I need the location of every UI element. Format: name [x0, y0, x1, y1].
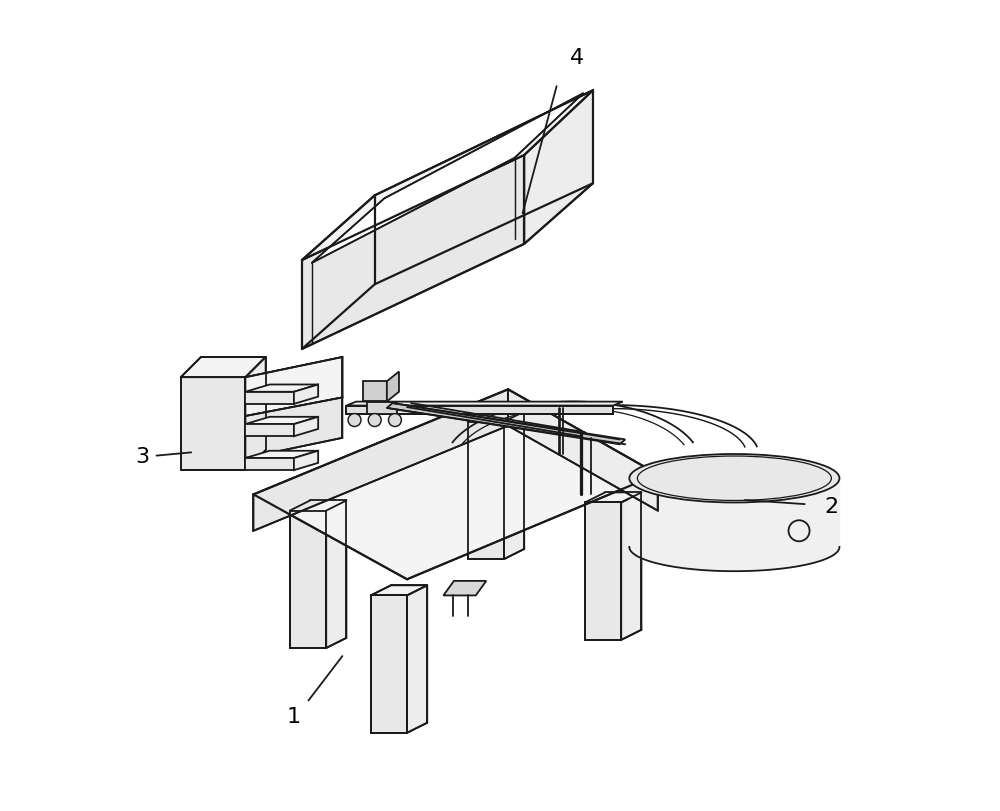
Polygon shape [443, 581, 486, 595]
Polygon shape [346, 406, 613, 414]
Polygon shape [245, 451, 318, 458]
Circle shape [368, 414, 381, 427]
Polygon shape [363, 381, 387, 401]
Polygon shape [326, 500, 346, 648]
Polygon shape [407, 586, 427, 733]
Polygon shape [294, 384, 318, 404]
Polygon shape [245, 397, 342, 458]
Polygon shape [245, 458, 294, 470]
Polygon shape [508, 389, 658, 511]
Polygon shape [181, 377, 245, 470]
Polygon shape [524, 90, 593, 244]
Text: 4: 4 [570, 48, 584, 68]
Text: 2: 2 [824, 496, 838, 517]
Polygon shape [346, 401, 623, 406]
Polygon shape [245, 392, 294, 404]
Ellipse shape [629, 454, 839, 503]
Polygon shape [302, 195, 375, 349]
Polygon shape [181, 357, 266, 377]
Polygon shape [302, 90, 593, 260]
Polygon shape [629, 454, 839, 571]
Polygon shape [504, 411, 524, 559]
Text: 1: 1 [287, 706, 301, 727]
Polygon shape [294, 417, 318, 436]
Polygon shape [253, 389, 658, 579]
Circle shape [348, 414, 361, 427]
Polygon shape [253, 389, 508, 530]
Polygon shape [585, 492, 641, 503]
Polygon shape [245, 406, 342, 416]
Polygon shape [375, 90, 593, 285]
Polygon shape [468, 422, 504, 559]
Polygon shape [245, 357, 266, 470]
Polygon shape [387, 403, 625, 444]
Text: 3: 3 [135, 447, 149, 467]
Polygon shape [371, 595, 407, 733]
Polygon shape [312, 93, 583, 263]
Polygon shape [387, 371, 399, 401]
Polygon shape [585, 503, 621, 640]
Polygon shape [245, 357, 342, 416]
Polygon shape [245, 357, 342, 416]
Polygon shape [621, 492, 641, 640]
Polygon shape [290, 500, 346, 511]
Polygon shape [245, 417, 318, 424]
Polygon shape [371, 586, 427, 595]
Polygon shape [367, 401, 397, 414]
Polygon shape [302, 155, 524, 349]
Polygon shape [245, 384, 318, 392]
Polygon shape [290, 511, 326, 648]
Polygon shape [294, 451, 318, 470]
Polygon shape [245, 424, 294, 436]
Circle shape [388, 414, 401, 427]
Polygon shape [468, 411, 524, 422]
